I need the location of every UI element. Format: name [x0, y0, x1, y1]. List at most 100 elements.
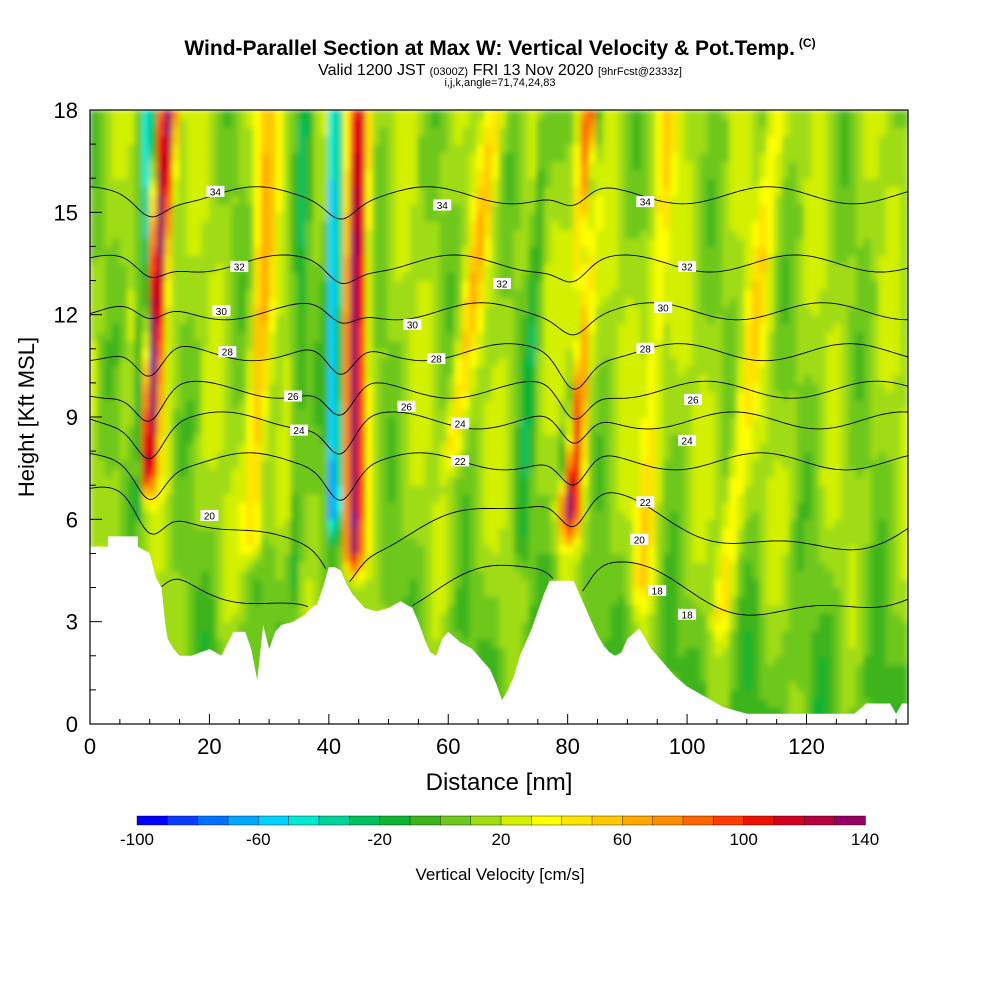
velocity-cell	[476, 186, 485, 197]
velocity-cell	[342, 263, 351, 273]
velocity-cell	[484, 442, 493, 452]
velocity-cell	[112, 195, 121, 205]
velocity-cell	[268, 604, 277, 614]
velocity-cell	[201, 391, 210, 401]
velocity-cell	[142, 306, 151, 316]
velocity-cell	[394, 110, 404, 120]
velocity-cell	[372, 365, 381, 376]
velocity-cell	[380, 229, 389, 239]
velocity-cell	[461, 220, 470, 231]
velocity-cell	[275, 382, 285, 393]
velocity-cell	[342, 468, 351, 478]
velocity-cell	[513, 655, 523, 666]
velocity-cell	[238, 468, 247, 478]
velocity-cell	[454, 263, 463, 273]
velocity-cell	[558, 229, 567, 239]
velocity-cell	[499, 510, 508, 521]
velocity-cell	[476, 425, 485, 435]
velocity-cell	[149, 272, 158, 282]
velocity-cell	[335, 527, 344, 538]
velocity-cell	[558, 493, 567, 504]
velocity-cell	[179, 331, 188, 341]
velocity-cell	[380, 110, 389, 120]
velocity-cell	[320, 280, 329, 290]
velocity-cell	[246, 425, 255, 435]
velocity-cell	[573, 195, 582, 205]
velocity-cell	[499, 451, 508, 461]
velocity-cell	[506, 118, 515, 128]
velocity-cell	[491, 510, 500, 521]
velocity-cell	[469, 459, 478, 469]
velocity-cell	[216, 340, 225, 350]
velocity-cell	[536, 331, 545, 341]
velocity-cell	[342, 553, 351, 563]
velocity-cell	[223, 374, 233, 384]
velocity-cell	[394, 178, 404, 188]
velocity-cell	[194, 169, 203, 179]
velocity-cell	[335, 365, 344, 376]
velocity-cell	[461, 442, 470, 452]
velocity-cell	[156, 289, 166, 299]
velocity-cell	[446, 553, 456, 563]
velocity-cell	[506, 357, 515, 367]
velocity-cell	[409, 519, 418, 529]
velocity-cell	[171, 562, 180, 572]
velocity-cell	[142, 348, 151, 359]
velocity-cell	[313, 451, 322, 461]
velocity-cell	[179, 357, 188, 367]
velocity-cell	[521, 331, 530, 341]
velocity-cell	[506, 459, 515, 469]
velocity-cell	[186, 374, 195, 384]
velocity-cell	[231, 536, 240, 546]
velocity-cell	[476, 451, 485, 461]
velocity-cell	[112, 144, 121, 154]
velocity-cell	[521, 587, 530, 597]
velocity-cell	[499, 562, 508, 572]
velocity-cell	[238, 323, 247, 333]
velocity-cell	[253, 425, 262, 435]
velocity-cell	[231, 135, 240, 145]
velocity-cell	[171, 638, 180, 648]
velocity-cell	[305, 374, 314, 384]
velocity-cell	[186, 229, 195, 239]
velocity-cell	[588, 246, 597, 256]
velocity-cell	[238, 544, 247, 555]
velocity-cell	[380, 237, 389, 248]
velocity-cell	[402, 340, 411, 350]
velocity-cell	[320, 348, 329, 359]
velocity-cell	[521, 169, 530, 179]
velocity-cell	[90, 280, 99, 290]
velocity-cell	[394, 544, 404, 555]
velocity-cell	[238, 144, 247, 154]
velocity-cell	[134, 417, 143, 427]
velocity-cell	[365, 536, 374, 546]
velocity-cell	[558, 382, 567, 393]
velocity-cell	[313, 434, 322, 444]
velocity-cell	[164, 314, 173, 324]
velocity-cell	[231, 587, 240, 597]
velocity-cell	[372, 110, 381, 120]
velocity-cell	[491, 536, 500, 546]
velocity-cell	[365, 195, 374, 205]
velocity-cell	[580, 382, 589, 393]
velocity-cell	[201, 468, 210, 478]
velocity-cell	[127, 476, 136, 486]
velocity-cell	[127, 237, 136, 248]
velocity-cell	[595, 357, 604, 367]
velocity-cell	[149, 476, 158, 486]
velocity-cell	[223, 331, 233, 341]
velocity-cell	[97, 391, 106, 401]
velocity-cell	[186, 451, 195, 461]
velocity-cell	[513, 417, 523, 427]
velocity-cell	[543, 374, 552, 384]
velocity-cell	[513, 144, 523, 154]
velocity-cell	[409, 442, 418, 452]
velocity-cell	[223, 562, 233, 572]
velocity-cell	[551, 510, 560, 521]
velocity-cell	[506, 655, 515, 666]
velocity-cell	[357, 425, 366, 435]
velocity-cell	[209, 289, 218, 299]
velocity-cell	[216, 442, 225, 452]
velocity-cell	[305, 229, 314, 239]
velocity-cell	[394, 161, 404, 171]
